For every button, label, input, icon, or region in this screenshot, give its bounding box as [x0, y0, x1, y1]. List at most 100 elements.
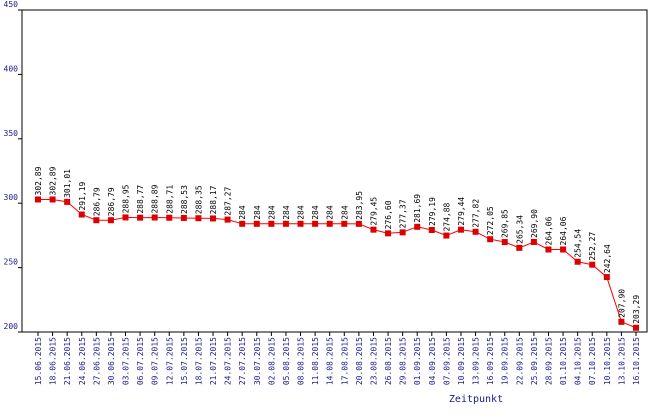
data-point — [603, 274, 610, 281]
x-tick-label: 17.08.2015 — [340, 337, 349, 385]
data-point — [137, 214, 144, 221]
data-label: 203,29 — [632, 295, 641, 324]
y-tick-label: 450 — [4, 0, 19, 9]
data-point — [253, 220, 260, 227]
x-tick-label: 21.07.2015 — [209, 337, 218, 385]
data-label: 284 — [238, 205, 247, 220]
data-point — [268, 220, 275, 227]
x-tick-label: 04.09.2015 — [428, 337, 437, 385]
x-tick-label: 13.10.2015 — [617, 337, 626, 385]
x-tick-label: 14.08.2015 — [326, 337, 335, 385]
data-label: 302,89 — [49, 166, 58, 195]
x-tick-label: 11.08.2015 — [311, 337, 320, 385]
x-tick-label: 16.10.2015 — [632, 337, 641, 385]
x-tick-label: 09.07.2015 — [151, 337, 160, 385]
x-tick-label: 15.06.2015 — [34, 337, 43, 385]
data-point — [472, 228, 479, 235]
x-tick-label: 01.09.2015 — [413, 337, 422, 385]
x-tick-label: 06.07.2015 — [136, 337, 145, 385]
data-label: 207,90 — [617, 289, 626, 318]
data-label: 281,69 — [413, 194, 422, 223]
x-tick-label: 13.09.2015 — [472, 337, 481, 385]
x-axis: 15.06.2015 18.06.2015 21.06.2015 24.06.2015… — [34, 332, 641, 385]
x-tick-label: 10.10.2015 — [603, 337, 612, 385]
x-axis-title: Zeitpunkt — [449, 394, 503, 405]
data-point — [385, 230, 392, 237]
x-tick-label: 26.08.2015 — [384, 337, 393, 385]
x-tick-label: 22.09.2015 — [515, 337, 524, 385]
data-point — [107, 217, 114, 224]
data-point — [457, 226, 464, 233]
data-point — [224, 216, 231, 223]
data-label: 284 — [340, 205, 349, 220]
data-point — [282, 220, 289, 227]
plot-frame — [21, 9, 648, 333]
x-tick-label: 12.07.2015 — [165, 337, 174, 385]
data-point — [151, 214, 158, 221]
data-point — [633, 324, 639, 331]
x-tick-label: 18.06.2015 — [49, 337, 58, 385]
data-label: 301,01 — [63, 169, 72, 198]
data-point — [589, 261, 596, 268]
data-point — [166, 214, 173, 221]
data-label: 277,37 — [399, 199, 408, 228]
data-label: 254,54 — [574, 229, 583, 258]
x-tick-label: 15.07.2015 — [180, 337, 189, 385]
data-label: 242,64 — [603, 244, 612, 273]
data-label: 284 — [282, 205, 291, 220]
x-tick-label: 07.10.2015 — [588, 337, 597, 385]
x-tick-label: 02.08.2015 — [267, 337, 276, 385]
data-label: 291,19 — [78, 181, 87, 210]
x-tick-label: 24.07.2015 — [224, 337, 233, 385]
data-point — [93, 217, 100, 224]
data-point — [443, 232, 450, 239]
data-label: 279,45 — [369, 197, 378, 226]
x-tick-label: 24.06.2015 — [78, 337, 87, 385]
data-point — [180, 214, 187, 221]
y-tick-label: 250 — [4, 258, 19, 267]
x-tick-label: 07.09.2015 — [442, 337, 451, 385]
x-tick-label: 20.08.2015 — [355, 337, 364, 385]
data-label: 284 — [326, 205, 335, 220]
data-point — [399, 229, 406, 236]
data-label: 279,19 — [428, 197, 437, 226]
y-tick-label: 400 — [4, 64, 19, 73]
data-point — [195, 215, 202, 222]
x-tick-label: 23.08.2015 — [369, 337, 378, 385]
data-point — [355, 220, 362, 227]
data-label: 286,79 — [92, 187, 101, 216]
data-label: 277,82 — [472, 199, 481, 228]
x-tick-label: 19.09.2015 — [501, 337, 510, 385]
data-point — [370, 226, 377, 233]
x-tick-label: 28.09.2015 — [544, 337, 553, 385]
x-tick-label: 29.08.2015 — [399, 337, 408, 385]
data-label: 284 — [253, 205, 262, 220]
data-label: 288,35 — [194, 185, 203, 214]
data-point — [501, 239, 508, 246]
data-point — [574, 258, 581, 265]
data-point — [618, 318, 625, 325]
data-point — [49, 196, 56, 203]
data-label: 252,27 — [588, 232, 597, 261]
data-point — [545, 246, 552, 253]
data-point — [210, 215, 217, 222]
data-point — [428, 227, 435, 234]
y-tick-label: 350 — [4, 129, 19, 138]
data-label: 287,27 — [224, 187, 233, 216]
y-tick-label: 300 — [4, 193, 19, 202]
x-tick-label: 08.08.2015 — [297, 337, 306, 385]
data-label: 288,89 — [151, 184, 160, 213]
x-tick-label: 30.07.2015 — [253, 337, 262, 385]
data-label: 284 — [267, 205, 276, 220]
x-tick-label: 05.08.2015 — [282, 337, 291, 385]
x-tick-label: 21.06.2015 — [63, 337, 72, 385]
x-tick-label: 03.07.2015 — [122, 337, 131, 385]
data-label: 288,95 — [122, 184, 131, 213]
data-label: 284 — [311, 205, 320, 220]
data-point — [312, 220, 319, 227]
data-label: 302,89 — [34, 166, 43, 195]
x-tick-label: 16.09.2015 — [486, 337, 495, 385]
x-tick-label: 04.10.2015 — [574, 337, 583, 385]
data-label: 286,79 — [107, 187, 116, 216]
